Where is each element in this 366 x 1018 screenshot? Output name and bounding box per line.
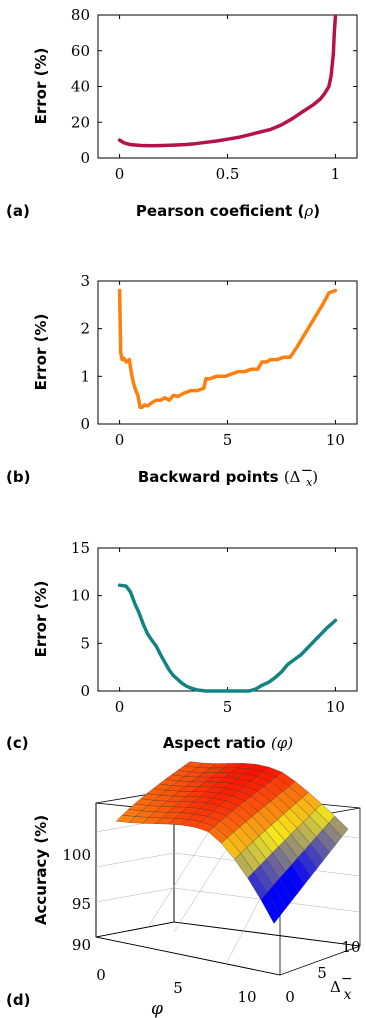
panel-d: 90 95 100 0 5 10 0 5 10 Accuracy (%) φ Δ− x (d) <box>6 761 361 1018</box>
y-axis-label-a: Error (%) <box>32 48 50 125</box>
y-ticks-d: 0 5 10 <box>285 938 360 1006</box>
y-tick-label: 0 <box>80 682 90 700</box>
y-tick-label: 0 <box>80 149 90 167</box>
panel-c: 0 5 10 15 0 5 10 Error (%) (c) Aspect ratio (… <box>6 539 358 752</box>
x-tick-label: 5 <box>223 698 233 716</box>
z-tick-label: 90 <box>72 936 91 954</box>
z-ticks-d: 90 95 100 <box>62 846 91 954</box>
y-tick-label: 60 <box>71 42 90 60</box>
x-tick-label: 0.5 <box>216 165 240 183</box>
y-axis-label-b: Error (%) <box>32 314 50 391</box>
x-tick-label: 10 <box>326 431 345 449</box>
x-tick-label: 1 <box>331 165 341 183</box>
y-tick-label: 10 <box>71 587 90 605</box>
series-line-c <box>117 583 338 693</box>
series-line-a <box>117 15 338 148</box>
y-tick-label: 2 <box>80 320 90 338</box>
panel-label-d: (d) <box>6 991 30 1009</box>
plot-frame-a <box>97 14 358 159</box>
y-tick-label: 80 <box>71 6 90 24</box>
x-tick-label: 5 <box>223 431 233 449</box>
z-tick-label: 100 <box>62 846 91 864</box>
panel-label-b: (b) <box>6 468 30 486</box>
x-tick-label: 0 <box>115 431 125 449</box>
y-ticks-a: 0 20 40 60 80 <box>71 6 357 167</box>
x-axis-label-a: Pearson coeficient (ρ) <box>136 202 320 220</box>
x-axis-label-d: φ <box>151 999 163 1018</box>
phi-tick-label: 0 <box>96 966 106 984</box>
panel-label-a: (a) <box>6 202 30 220</box>
y-axis-label-c: Error (%) <box>32 581 50 658</box>
x-ticks-d: 0 5 10 <box>96 966 256 1006</box>
surface-plot <box>115 761 349 924</box>
y-tick-label: 15 <box>71 539 90 557</box>
plot-frame-b <box>97 280 358 425</box>
delta-tick-label: 5 <box>317 964 327 982</box>
z-axis-label-d: Accuracy (%) <box>32 815 50 925</box>
x-tick-label: 10 <box>326 698 345 716</box>
delta-tick-label: 0 <box>285 988 295 1006</box>
x-tick-label: 0 <box>115 165 125 183</box>
surface-facet <box>260 892 281 924</box>
phi-tick-label: 5 <box>173 979 183 997</box>
x-ticks-c: 0 5 10 <box>115 548 345 716</box>
y-tick-label: 40 <box>71 78 90 96</box>
panel-a: 0 20 40 60 80 0 0.5 1 Error (%) (a) Pearson co… <box>6 6 358 220</box>
y-ticks-b: 0 1 2 3 <box>80 272 357 433</box>
y-ticks-c: 0 5 10 15 <box>71 539 357 700</box>
y-tick-label: 1 <box>80 367 90 385</box>
phi-tick-label: 10 <box>237 988 256 1006</box>
x-axis-label-c: Aspect ratio (φ) <box>163 734 293 752</box>
panel-b: 0 1 2 3 0 5 10 Error (%) (b) Backward points … <box>6 272 358 489</box>
y-tick-label: 5 <box>80 634 90 652</box>
plot-frame-c <box>97 547 358 692</box>
y-axis-label-d: Δ− x <box>330 971 353 1003</box>
panel-label-c: (c) <box>6 734 29 752</box>
x-axis-label-b: Backward points (Δ− x) <box>138 461 318 489</box>
x-ticks-b: 0 5 10 <box>115 281 345 449</box>
x-tick-label: 0 <box>115 698 125 716</box>
series-line-b <box>117 288 338 410</box>
y-tick-label: 0 <box>80 415 90 433</box>
z-tick-label: 95 <box>72 895 91 913</box>
y-tick-label: 20 <box>71 113 90 131</box>
y-tick-label: 3 <box>80 272 90 290</box>
delta-tick-label: 10 <box>341 938 360 956</box>
